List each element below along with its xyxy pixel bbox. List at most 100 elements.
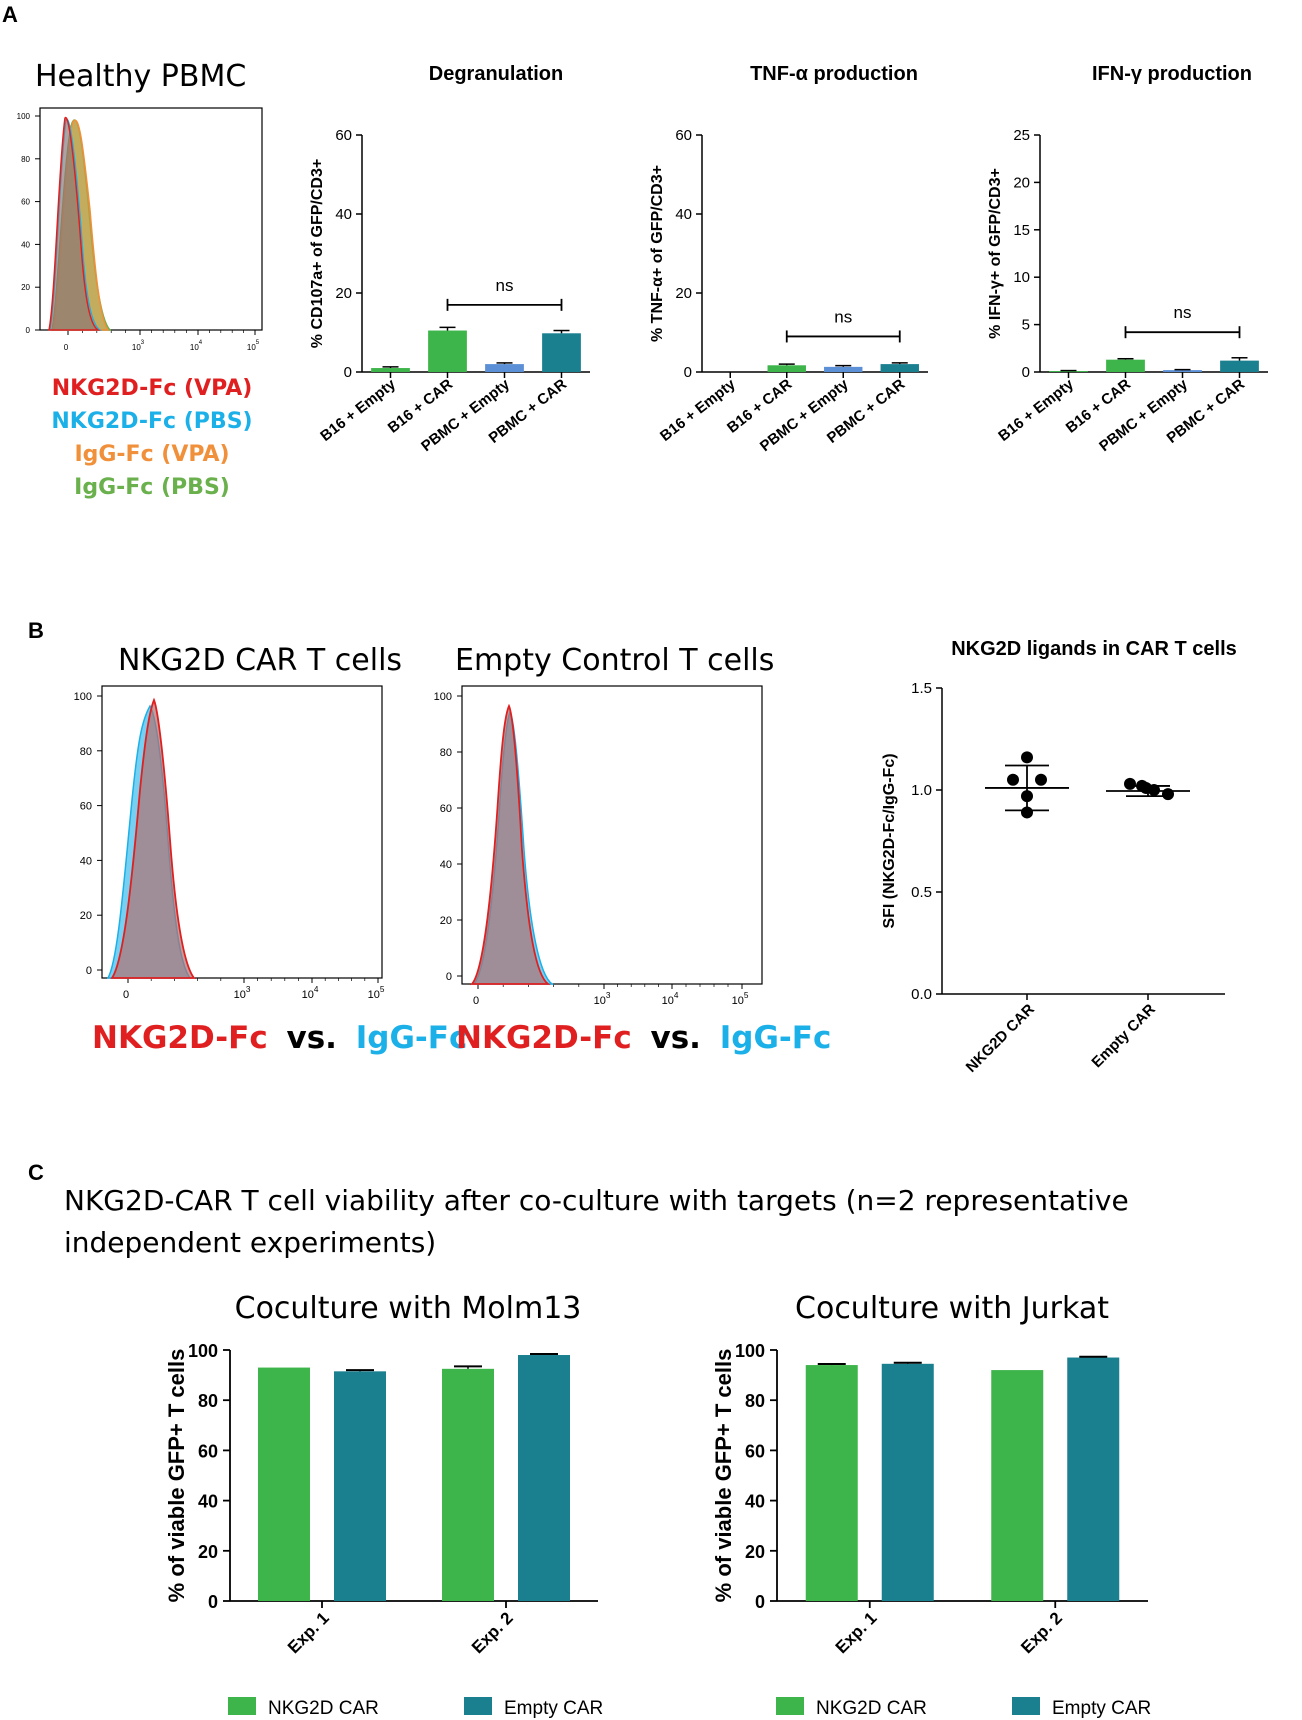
y-axis-label: % CD107a+ of GFP/CD3+ (309, 159, 326, 348)
x-tick-label: 103 (594, 991, 611, 1007)
bar-1-1 (1067, 1357, 1120, 1601)
chart-degranulation: Degranulation 0 20 40 60 % CD107a+ of GFP/CD3… (309, 63, 590, 455)
histogram-b2-fc-label: NKG2D-Fc vs. IgG-Fc (456, 1020, 831, 1056)
data-point (1007, 773, 1019, 786)
bar-2 (1163, 370, 1202, 372)
y-tick-label: 20 (440, 915, 452, 927)
histogram-b1-fc-label: NKG2D-Fc vs. IgG-Fc (92, 1020, 467, 1056)
y-tick-label: 60 (335, 127, 352, 144)
y-tick-label: 0 (344, 364, 352, 381)
bar-1 (767, 365, 806, 372)
bar-0-1 (991, 1370, 1044, 1601)
bar-0-0 (258, 1367, 310, 1601)
y-tick-label: 0 (26, 326, 31, 335)
x-tick-base: 0 (64, 343, 69, 352)
x-tick-label: Empty CAR (1088, 1001, 1158, 1071)
x-tick-base: 10 (132, 343, 141, 352)
significance-label: ns (834, 307, 852, 326)
histogram-curve-nkg2d-vpa (48, 116, 101, 331)
x-tick-label: Exp. 2 (1017, 1608, 1066, 1657)
x-tick-base: 10 (234, 989, 246, 1001)
histogram-b2-vs-text: vs. (651, 1020, 701, 1056)
significance-label: ns (1174, 303, 1192, 322)
y-tick-label: 80 (21, 155, 30, 164)
y-axis-label: % of viable GFP+ T cells (711, 1349, 736, 1603)
x-tick-exponent: 4 (199, 340, 203, 346)
x-tick-label: 104 (190, 340, 203, 352)
legend-label-1: Empty CAR (1052, 1698, 1151, 1719)
legend-entry-2: IgG-Fc (VPA) (74, 442, 229, 467)
chart-jurkat: Coculture with Jurkat 0 20 40 60 80 100% of vi… (711, 1291, 1151, 1719)
y-axis-label: % of viable GFP+ T cells (164, 1349, 189, 1603)
y-tick-label: 20 (21, 283, 30, 292)
x-tick-base: 10 (247, 343, 256, 352)
bar-0-0 (805, 1365, 858, 1601)
y-tick-label: 60 (745, 1441, 765, 1461)
x-tick-base: 10 (190, 343, 199, 352)
x-tick-exponent: 5 (744, 991, 749, 1000)
chart-molm13: Coculture with Molm13 0 20 40 60 80 100% of vi… (164, 1291, 603, 1719)
panel-label-a: A (2, 2, 18, 27)
data-point (1124, 777, 1136, 790)
x-tick-exponent: 3 (606, 991, 611, 1000)
y-tick-label: 20 (335, 285, 352, 302)
chart-title: TNF-α production (750, 63, 918, 85)
legend-label-0: NKG2D CAR (268, 1698, 379, 1719)
x-tick-base: 10 (662, 995, 674, 1007)
x-tick-exponent: 4 (314, 985, 319, 994)
x-tick-label: Exp. 1 (832, 1608, 881, 1657)
x-tick-exponent: 3 (246, 985, 251, 994)
chart-title: Coculture with Molm13 (235, 1291, 582, 1326)
y-tick-label: 100 (74, 691, 92, 703)
histogram-b1-title: NKG2D CAR T cells (118, 643, 402, 678)
y-tick-label: 100 (735, 1341, 765, 1361)
bar-1-0 (334, 1371, 386, 1601)
histogram-frame (39, 107, 263, 331)
y-tick-label: 60 (80, 801, 92, 813)
x-tick-label: 105 (732, 991, 749, 1007)
y-tick-label: 0.5 (911, 884, 932, 901)
bar-1-0 (881, 1363, 934, 1601)
y-tick-label: 40 (745, 1492, 765, 1512)
histogram-b1-curve-nkg2d (110, 697, 196, 979)
y-tick-label: 80 (745, 1391, 765, 1411)
chart-ifn: IFN-γ production 0 5 10 15 20 25 % IFN-γ+ of GF… (987, 63, 1268, 455)
histogram-b2-fc-text: NKG2D-Fc (456, 1020, 632, 1056)
legend-swatch-1 (1012, 1697, 1040, 1715)
chart-title: NKG2D ligands in CAR T cells (951, 638, 1237, 660)
x-tick-label: B16 + Empty (657, 375, 739, 444)
y-tick-label: 40 (675, 206, 692, 223)
x-tick-label: 103 (132, 340, 145, 352)
x-tick-label: 105 (247, 340, 260, 352)
bar-1 (428, 330, 467, 372)
data-point (1140, 781, 1152, 794)
y-tick-label: 20 (198, 1542, 218, 1562)
y-tick-label: 0.0 (911, 986, 932, 1003)
histogram-b1-igg-text: IgG-Fc (356, 1020, 468, 1056)
histogram-b1-frame (101, 685, 383, 979)
x-tick-label: B16 + Empty (995, 375, 1077, 444)
y-tick-label: 25 (1013, 127, 1030, 144)
y-tick-label: 20 (745, 1542, 765, 1562)
y-tick-label: 0 (684, 364, 692, 381)
y-tick-label: 0 (86, 965, 92, 977)
y-tick-label: 80 (198, 1391, 218, 1411)
x-tick-label: 104 (302, 985, 319, 1001)
y-tick-label: 0 (1022, 364, 1030, 381)
x-tick-label: 104 (662, 991, 679, 1007)
chart-title: IFN-γ production (1092, 63, 1252, 85)
panel-c-heading-line2: independent experiments) (64, 1226, 436, 1259)
chart-title: Degranulation (429, 63, 563, 85)
y-tick-label: 100 (188, 1341, 218, 1361)
y-tick-label: 40 (335, 206, 352, 223)
y-tick-label: 20 (1013, 174, 1030, 191)
histogram-b1-vs-text: vs. (287, 1020, 337, 1056)
data-point (1162, 788, 1174, 801)
x-tick-exponent: 4 (674, 991, 679, 1000)
y-tick-label: 0 (446, 971, 452, 983)
x-tick-base: 10 (302, 989, 314, 1001)
